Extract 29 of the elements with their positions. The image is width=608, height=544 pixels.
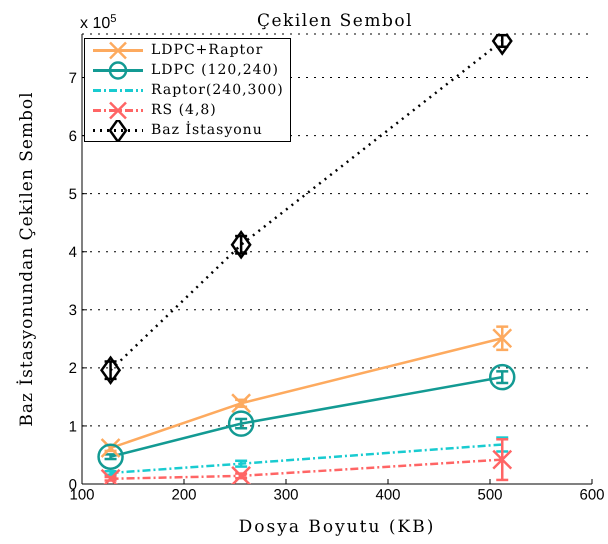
y-tick-label: 1 [68, 418, 77, 436]
x-tick-label: 500 [477, 486, 503, 504]
text: x 10$^{5}$ [80, 13, 116, 32]
y-tick-label: 2 [68, 360, 77, 378]
point [230, 230, 252, 259]
legend-label: Baz İstasyonu [151, 122, 263, 138]
legend-label: Raptor(240,300) [151, 82, 284, 98]
x-tick-label: 600 [579, 486, 605, 504]
point [492, 449, 512, 470]
point [492, 328, 512, 349]
point [97, 443, 124, 470]
y-tick-label: 4 [68, 244, 77, 262]
chart-title: Çekilen Sembol [256, 11, 414, 31]
legend-label: RS (4,8) [151, 102, 217, 118]
y-tick-label: 5 [68, 186, 77, 203]
point [230, 466, 252, 484]
y-axis-title: Baz İstasyonundan Çekilen Sembol [16, 91, 38, 427]
x-axis-title: Dosya Boyutu (KB) [238, 517, 436, 537]
y-tick-label: 6 [68, 128, 77, 145]
legend-label: LDPC+Raptor [151, 42, 264, 58]
point [488, 364, 516, 390]
x-tick-label: 400 [375, 486, 401, 504]
y-tick-label: 7 [68, 70, 77, 87]
legend-label: LDPC (120,240) [151, 62, 279, 78]
x-tick-label: 300 [273, 486, 299, 504]
x-tick-label: 200 [171, 486, 197, 504]
y-tick-label: 3 [68, 302, 77, 320]
point [100, 356, 121, 384]
point [228, 410, 254, 437]
